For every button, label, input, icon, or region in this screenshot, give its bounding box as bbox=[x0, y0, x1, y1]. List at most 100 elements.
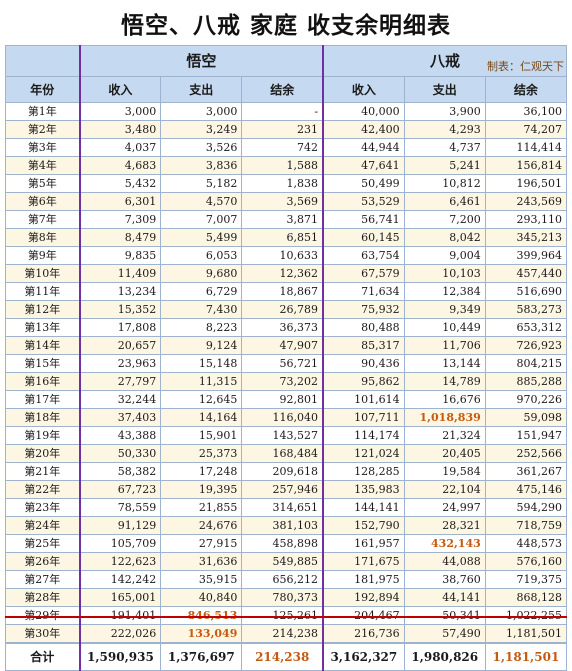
cell-wukong-expense: 6,729 bbox=[160, 282, 243, 301]
table-row: 第26年 122,623 31,636 549,885 171,675 44,088 576… bbox=[4, 552, 568, 571]
cell-wukong-income: 105,709 bbox=[78, 534, 162, 553]
total-wukong-expense: 1,376,697 bbox=[160, 642, 243, 671]
table-row: 第6年 6,301 4,570 3,569 53,529 6,461 243,569 bbox=[4, 192, 568, 211]
table-row: 第24年 91,129 24,676 381,103 152,790 28,321 718,… bbox=[4, 516, 568, 535]
cell-wukong-expense: 5,182 bbox=[160, 174, 243, 193]
cell-wukong-expense: 3,836 bbox=[160, 156, 243, 175]
cell-bajie-balance: 196,501 bbox=[484, 174, 568, 193]
cell-wukong-balance: 3,871 bbox=[241, 210, 324, 229]
table-row: 第19年 43,388 15,901 143,527 114,174 21,324 151,… bbox=[4, 426, 568, 445]
cell-year: 第19年 bbox=[4, 426, 81, 445]
cell-bajie-income: 135,983 bbox=[322, 480, 405, 499]
cell-wukong-expense: 31,636 bbox=[160, 552, 243, 571]
cell-bajie-expense: 10,103 bbox=[403, 264, 486, 283]
cell-bajie-expense: 3,900 bbox=[403, 102, 486, 121]
group-header-bajie: 八戒 bbox=[322, 45, 568, 77]
cell-wukong-income: 78,559 bbox=[78, 498, 162, 517]
table-row: 第5年 5,432 5,182 1,838 50,499 10,812 196,501 bbox=[4, 174, 568, 193]
cell-bajie-balance: 457,440 bbox=[484, 264, 568, 283]
cell-bajie-balance: 868,128 bbox=[484, 588, 568, 607]
cell-bajie-expense: 57,490 bbox=[403, 624, 486, 644]
cell-bajie-expense: 10,449 bbox=[403, 318, 486, 337]
cell-bajie-income: 60,145 bbox=[322, 228, 405, 247]
cell-wukong-income: 37,403 bbox=[78, 408, 162, 427]
table-row: 第17年 32,244 12,645 92,801 101,614 16,676 970,2… bbox=[4, 390, 568, 409]
cell-wukong-balance: 1,588 bbox=[241, 156, 324, 175]
cell-wukong-expense: 9,124 bbox=[160, 336, 243, 355]
cell-bajie-income: 85,317 bbox=[322, 336, 405, 355]
group-header-wukong: 悟空 bbox=[78, 45, 324, 77]
cell-year: 第22年 bbox=[4, 480, 81, 499]
cell-bajie-expense: 11,706 bbox=[403, 336, 486, 355]
cell-bajie-income: 90,436 bbox=[322, 354, 405, 373]
column-header-balance: 结余 bbox=[484, 76, 568, 103]
cell-bajie-income: 50,499 bbox=[322, 174, 405, 193]
cell-wukong-income: 6,301 bbox=[78, 192, 162, 211]
cell-year: 第30年 bbox=[4, 624, 81, 644]
cell-bajie-expense: 6,461 bbox=[403, 192, 486, 211]
cell-wukong-income: 142,242 bbox=[78, 570, 162, 589]
cell-wukong-balance: 47,907 bbox=[241, 336, 324, 355]
cell-year: 第27年 bbox=[4, 570, 81, 589]
cell-wukong-balance: 56,721 bbox=[241, 354, 324, 373]
column-header-year: 年份 bbox=[4, 76, 81, 103]
cell-wukong-expense: 846,513 bbox=[160, 606, 243, 625]
cell-bajie-balance: 576,160 bbox=[484, 552, 568, 571]
cell-year: 第10年 bbox=[4, 264, 81, 283]
cell-bajie-income: 56,741 bbox=[322, 210, 405, 229]
cell-wukong-income: 17,808 bbox=[78, 318, 162, 337]
group-header-blank bbox=[4, 45, 81, 77]
cell-wukong-balance: 1,838 bbox=[241, 174, 324, 193]
cell-year: 第3年 bbox=[4, 138, 81, 157]
cell-wukong-balance: 36,373 bbox=[241, 318, 324, 337]
cell-wukong-expense: 4,570 bbox=[160, 192, 243, 211]
cell-bajie-balance: 293,110 bbox=[484, 210, 568, 229]
cell-bajie-income: 40,000 bbox=[322, 102, 405, 121]
cell-bajie-expense: 44,141 bbox=[403, 588, 486, 607]
cell-bajie-expense: 24,997 bbox=[403, 498, 486, 517]
cell-wukong-income: 23,963 bbox=[78, 354, 162, 373]
column-header-row: 年份 收入 支出 结余 收入 支出 结余 bbox=[4, 76, 568, 103]
cell-wukong-income: 222,026 bbox=[78, 624, 162, 644]
cell-bajie-income: 42,400 bbox=[322, 120, 405, 139]
table-row: 第18年 37,403 14,164 116,040 107,711 1,018,839 5… bbox=[4, 408, 568, 427]
cell-wukong-income: 27,797 bbox=[78, 372, 162, 391]
cell-wukong-expense: 12,645 bbox=[160, 390, 243, 409]
cell-bajie-balance: 475,146 bbox=[484, 480, 568, 499]
table-row: 第13年 17,808 8,223 36,373 80,488 10,449 653,312 bbox=[4, 318, 568, 337]
cell-bajie-balance: 719,375 bbox=[484, 570, 568, 589]
cell-wukong-income: 5,432 bbox=[78, 174, 162, 193]
cell-wukong-income: 13,234 bbox=[78, 282, 162, 301]
cell-bajie-expense: 16,676 bbox=[403, 390, 486, 409]
table-row: 第25年 105,709 27,915 458,898 161,957 432,143 44… bbox=[4, 534, 568, 553]
cell-bajie-balance: 1,181,501 bbox=[484, 624, 568, 644]
cell-wukong-expense: 11,315 bbox=[160, 372, 243, 391]
cell-wukong-balance: 168,484 bbox=[241, 444, 324, 463]
cell-bajie-balance: 156,814 bbox=[484, 156, 568, 175]
cell-bajie-income: 47,641 bbox=[322, 156, 405, 175]
cell-bajie-balance: 74,207 bbox=[484, 120, 568, 139]
cell-year: 第5年 bbox=[4, 174, 81, 193]
cell-bajie-balance: 252,566 bbox=[484, 444, 568, 463]
cell-wukong-expense: 8,223 bbox=[160, 318, 243, 337]
cell-bajie-income: 67,579 bbox=[322, 264, 405, 283]
cell-wukong-expense: 7,007 bbox=[160, 210, 243, 229]
total-bajie-balance: 1,181,501 bbox=[484, 642, 568, 671]
cell-year: 第12年 bbox=[4, 300, 81, 319]
cell-wukong-income: 122,623 bbox=[78, 552, 162, 571]
cell-bajie-income: 216,736 bbox=[322, 624, 405, 644]
cell-bajie-balance: 726,923 bbox=[484, 336, 568, 355]
cell-year: 第15年 bbox=[4, 354, 81, 373]
cell-bajie-expense: 22,104 bbox=[403, 480, 486, 499]
cell-wukong-balance: 18,867 bbox=[241, 282, 324, 301]
cell-bajie-expense: 19,584 bbox=[403, 462, 486, 481]
cell-wukong-balance: 656,212 bbox=[241, 570, 324, 589]
table-row: 第12年 15,352 7,430 26,789 75,932 9,349 583,273 bbox=[4, 300, 568, 319]
cell-bajie-balance: 243,569 bbox=[484, 192, 568, 211]
cell-bajie-balance: 653,312 bbox=[484, 318, 568, 337]
cell-wukong-income: 15,352 bbox=[78, 300, 162, 319]
table-row: 第30年 222,026 133,049 214,238 216,736 57,490 1,… bbox=[4, 624, 568, 644]
cell-wukong-expense: 3,000 bbox=[160, 102, 243, 121]
table-row: 第23年 78,559 21,855 314,651 144,141 24,997 594,… bbox=[4, 498, 568, 517]
cell-bajie-income: 171,675 bbox=[322, 552, 405, 571]
